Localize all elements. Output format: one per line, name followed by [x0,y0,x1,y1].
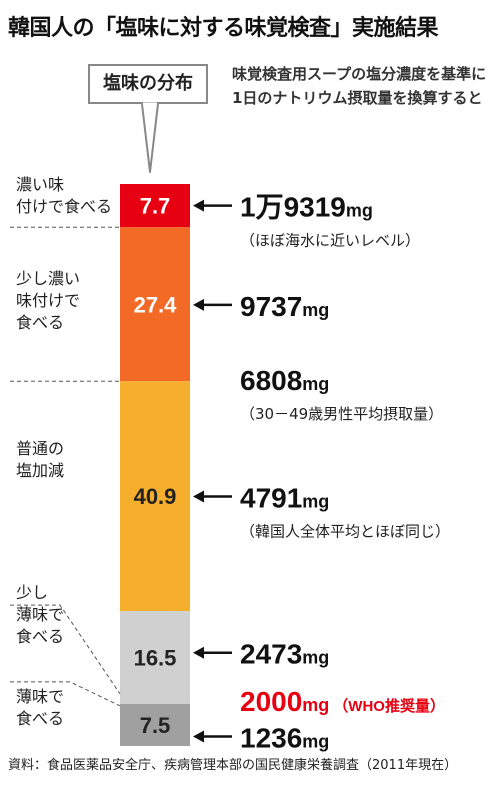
annotation-note-1: （ほぼ海水に近いレベル） [240,232,420,250]
bar-segment-5 [120,703,190,746]
bar-segment-1 [120,184,190,228]
bar-segment-4 [120,611,190,704]
annotation-arrow-head-1 [193,199,204,212]
bar-segment-2 [120,227,190,382]
annotation-value-6: 2000mg （WHO推奨量） [240,686,445,717]
category-label-2: 少し濃い 味付けで 食べる [16,269,81,332]
annotation-value-5: 2473mg [240,639,329,670]
annotation-value-1: 1万9319mg [240,192,373,223]
annotation-value-7: 1236mg [240,722,329,753]
source-note: 資料：食品医薬品安全庁、疾病管理本部の国民健康栄養調査（2011年現在） [8,758,458,773]
bar-value-label-5: 7.5 [140,713,171,738]
category-label-5: 薄味で 食べる [16,687,65,728]
distribution-label: 塩味の分布 [88,64,208,104]
bar-value-label-2: 27.4 [134,292,178,317]
category-separator-3 [10,604,121,695]
bar-value-label-4: 16.5 [134,645,177,670]
conversion-note: 味覚検査用スープの塩分濃度を基準に1日のナトリウム摂取量を換算すると [232,65,487,107]
category-separator-4 [10,681,121,707]
annotation-value-3: 6808mg [240,365,329,396]
annotation-value-4: 4791mg [240,482,329,513]
annotation-value-2: 9737mg [240,291,329,322]
callout-pointer [141,103,159,173]
bar-value-label-3: 40.9 [134,484,177,509]
category-label-3: 普通の 塩加減 [16,439,65,480]
bar-segment-3 [120,381,190,612]
annotation-arrow-head-2 [193,298,204,311]
annotation-note-3: （30－49歳男性平均摂取量） [240,405,443,423]
annotation-arrow-head-4 [193,490,204,503]
annotation-arrow-head-5 [193,646,204,659]
bar-value-label-1: 7.7 [140,194,171,219]
category-label-1: 濃い味 付けで食べる [16,175,113,216]
chart-title: 韓国人の「塩味に対する味覚検査」実施結果 [8,16,439,41]
annotation-note-4: （韓国人全体平均とほぼ同じ） [240,522,450,540]
category-label-4: 少し 薄味で 食べる [16,583,65,646]
annotation-arrow-head-7 [193,730,204,743]
